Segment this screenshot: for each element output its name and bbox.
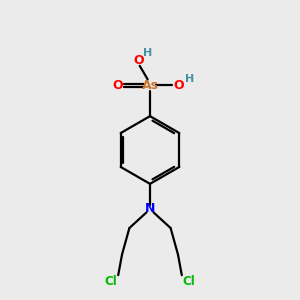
Text: Cl: Cl bbox=[105, 274, 118, 287]
Text: H: H bbox=[143, 48, 153, 59]
Text: H: H bbox=[185, 74, 195, 84]
Text: Cl: Cl bbox=[182, 274, 195, 287]
Text: As: As bbox=[142, 79, 158, 92]
Text: O: O bbox=[133, 54, 143, 67]
Text: O: O bbox=[112, 79, 123, 92]
Text: O: O bbox=[173, 79, 184, 92]
Text: N: N bbox=[145, 202, 155, 215]
